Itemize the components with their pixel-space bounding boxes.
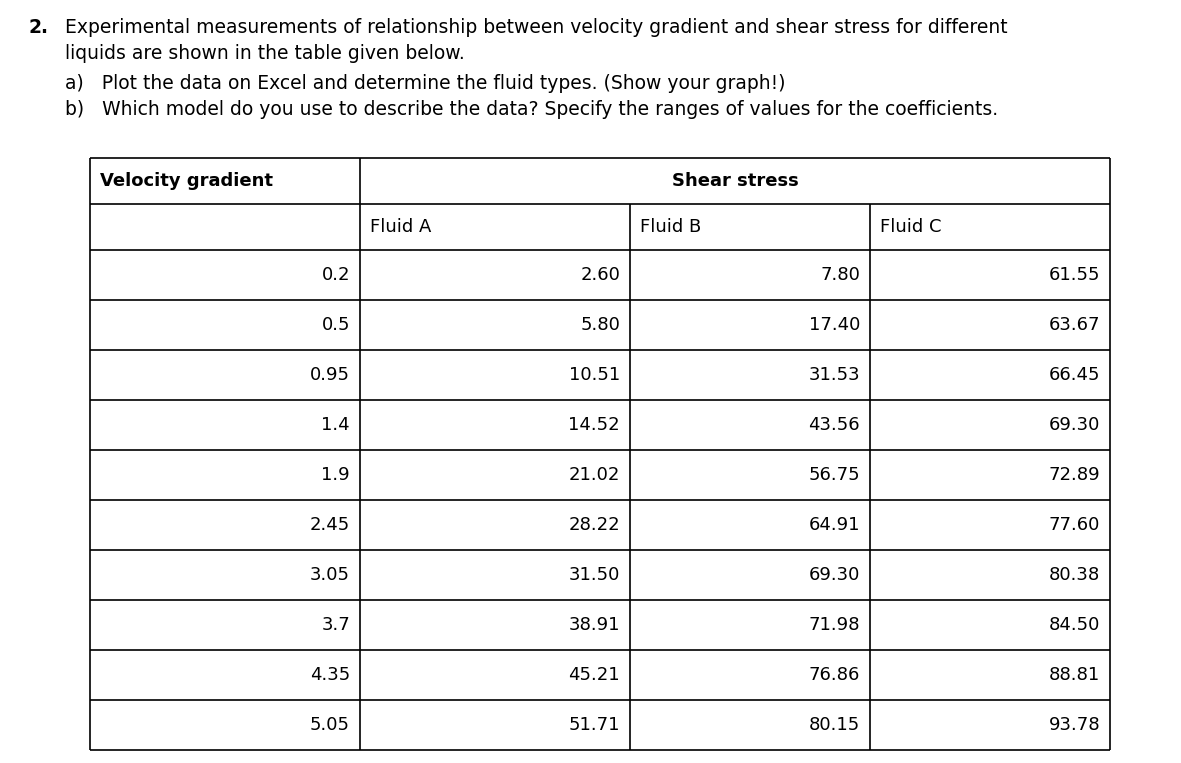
Text: 84.50: 84.50	[1049, 616, 1100, 634]
Text: 5.05: 5.05	[309, 716, 350, 734]
Text: liquids are shown in the table given below.: liquids are shown in the table given bel…	[65, 44, 465, 63]
Text: 69.30: 69.30	[809, 566, 860, 584]
Text: 2.60: 2.60	[580, 266, 620, 284]
Text: 31.50: 31.50	[568, 566, 620, 584]
Text: Experimental measurements of relationship between velocity gradient and shear st: Experimental measurements of relationshi…	[65, 18, 1007, 37]
Text: a)   Plot the data on Excel and determine the fluid types. (Show your graph!): a) Plot the data on Excel and determine …	[65, 74, 785, 93]
Text: 66.45: 66.45	[1049, 366, 1100, 384]
Text: 38.91: 38.91	[568, 616, 620, 634]
Text: 56.75: 56.75	[808, 466, 860, 484]
Text: 2.: 2.	[28, 18, 48, 37]
Text: 88.81: 88.81	[1049, 666, 1100, 684]
Text: Fluid C: Fluid C	[880, 218, 941, 236]
Text: 1.4: 1.4	[321, 416, 350, 434]
Text: Shear stress: Shear stress	[672, 172, 798, 190]
Text: 93.78: 93.78	[1049, 716, 1100, 734]
Text: 71.98: 71.98	[809, 616, 860, 634]
Text: 0.95: 0.95	[309, 366, 350, 384]
Text: Fluid A: Fluid A	[370, 218, 431, 236]
Text: b)   Which model do you use to describe the data? Specify the ranges of values f: b) Which model do you use to describe th…	[65, 100, 998, 119]
Text: Velocity gradient: Velocity gradient	[100, 172, 273, 190]
Text: 61.55: 61.55	[1049, 266, 1100, 284]
Text: 28.22: 28.22	[568, 516, 620, 534]
Text: Fluid B: Fluid B	[640, 218, 702, 236]
Text: 7.80: 7.80	[820, 266, 860, 284]
Text: 2.45: 2.45	[309, 516, 350, 534]
Text: 1.9: 1.9	[321, 466, 350, 484]
Text: 80.38: 80.38	[1049, 566, 1100, 584]
Text: 72.89: 72.89	[1049, 466, 1100, 484]
Text: 0.5: 0.5	[321, 316, 350, 334]
Text: 51.71: 51.71	[568, 716, 620, 734]
Text: 80.15: 80.15	[809, 716, 860, 734]
Text: 4.35: 4.35	[309, 666, 350, 684]
Text: 64.91: 64.91	[809, 516, 860, 534]
Text: 77.60: 77.60	[1049, 516, 1100, 534]
Text: 63.67: 63.67	[1049, 316, 1100, 334]
Text: 3.7: 3.7	[321, 616, 350, 634]
Text: 3.05: 3.05	[309, 566, 350, 584]
Text: 43.56: 43.56	[808, 416, 860, 434]
Text: 31.53: 31.53	[808, 366, 860, 384]
Text: 69.30: 69.30	[1049, 416, 1100, 434]
Text: 5.80: 5.80	[580, 316, 620, 334]
Text: 0.2: 0.2	[321, 266, 350, 284]
Text: 21.02: 21.02	[568, 466, 620, 484]
Text: 14.52: 14.52	[568, 416, 620, 434]
Text: 76.86: 76.86	[809, 666, 860, 684]
Text: 45.21: 45.21	[568, 666, 620, 684]
Text: 10.51: 10.51	[569, 366, 620, 384]
Text: 17.40: 17.40	[809, 316, 860, 334]
